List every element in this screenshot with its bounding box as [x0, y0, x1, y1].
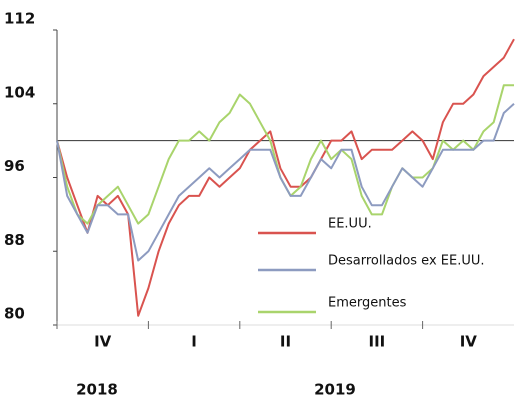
x-tick-label: III: [369, 333, 386, 351]
legend-label: EE.UU.: [328, 217, 372, 232]
series-line: [56, 103, 515, 262]
y-tick-label: 80: [4, 305, 25, 323]
y-tick-label: 96: [4, 157, 25, 175]
legend-label: Desarrollados ex EE.UU.: [328, 254, 485, 269]
y-tick-label: 112: [4, 10, 35, 28]
year-label: 2018: [76, 381, 118, 399]
x-tick-label: IV: [94, 333, 112, 351]
x-tick-label: II: [280, 333, 291, 351]
series-line: [56, 38, 515, 317]
legend-label: Emergentes: [328, 296, 407, 311]
series-line: [56, 84, 514, 225]
y-tick-label: 104: [4, 83, 35, 101]
x-tick-label: I: [191, 333, 197, 351]
year-label: 2019: [314, 381, 356, 399]
y-tick-label: 88: [4, 231, 25, 249]
x-tick-label: IV: [460, 333, 478, 351]
